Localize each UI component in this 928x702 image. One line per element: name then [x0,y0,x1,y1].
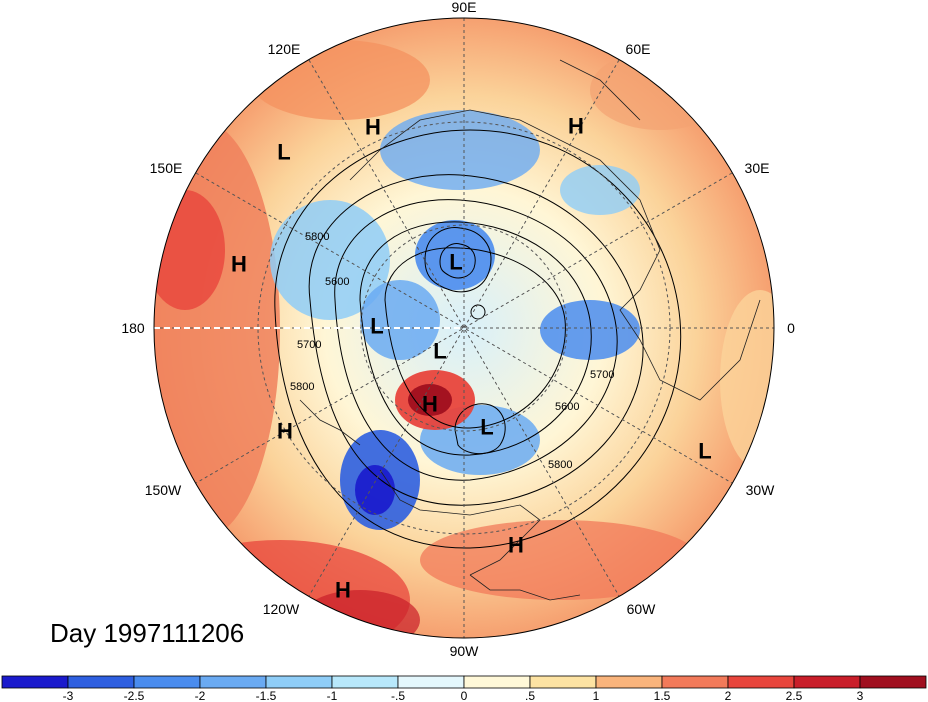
colorbar-tick-label: .5 [525,689,535,702]
colorbar-box [265,675,333,689]
lon-label: 90E [452,0,477,15]
colorbar-box [793,675,861,689]
contour-label: 5700 [590,369,614,381]
colorbar-box [727,675,795,689]
colorbar-tick-label: 2.5 [786,689,803,702]
colorbar-tick-label: -1 [327,689,338,702]
colorbar-box [1,675,69,689]
colorbar-box [397,675,465,689]
colorbar-tick-label: -3 [63,689,74,702]
lon-label: 120W [263,601,300,617]
colorbar-ticks: -3 -2.5 -2 -1.5 -1 -.5 0 .5 1 1.5 2 2.5 3 [63,689,864,702]
colorbar-tick-label: -2 [195,689,206,702]
map-border [153,17,775,639]
colorbar-boxes [1,675,927,689]
contour-label: 5800 [290,381,314,393]
contour-label: 5600 [325,276,349,288]
low-pressure-marker: L [433,339,446,364]
low-pressure-marker: L [449,250,462,275]
lon-label: 120E [268,41,301,57]
high-pressure-marker: H [365,115,381,140]
colorbar-tick-label: 1 [593,689,600,702]
lon-label: 30W [746,482,776,498]
colorbar-tick-label: 3 [857,689,864,702]
colorbar-tick-label: -1.5 [256,689,277,702]
colorbar-tick-label: 1.5 [654,689,671,702]
low-pressure-marker: L [480,415,493,440]
high-pressure-marker: H [231,252,247,277]
colorbar-box [199,675,267,689]
colorbar-box [529,675,597,689]
colorbar-tick-label: -2.5 [124,689,145,702]
high-pressure-marker: H [508,533,524,558]
lon-label: 60W [627,601,657,617]
high-pressure-marker: H [422,392,438,417]
colorbar-box [661,675,729,689]
lon-label: 150E [150,160,183,176]
lon-label: 60E [626,41,651,57]
colorbar-box [463,675,531,689]
colorbar-tick-label: 0 [461,689,468,702]
colorbar-tick-label: -.5 [391,689,405,702]
colorbar-tick-label: 2 [725,689,732,702]
lon-label: 180 [121,320,145,336]
colorbar-box [595,675,663,689]
lon-label: 90W [450,643,480,659]
colorbar-box [67,675,135,689]
contour-label: 5600 [555,401,579,413]
high-pressure-marker: H [277,419,293,444]
low-pressure-marker: L [698,439,711,464]
lon-label: 30E [745,160,770,176]
polar-map: 5800 5600 5700 5800 5700 5600 5800 90E 6… [121,0,795,659]
contour-label: 5800 [305,231,329,243]
colorbar-box [331,675,399,689]
contour-label: 5800 [548,459,572,471]
map-title: Day 1997111206 [50,618,245,648]
high-pressure-marker: H [335,578,351,603]
coastlines [299,59,761,601]
low-pressure-marker: L [370,314,383,339]
colorbar-box [133,675,201,689]
colorbar: -3 -2.5 -2 -1.5 -1 -.5 0 .5 1 1.5 2 2.5 3 [1,675,927,702]
lon-label: 0 [787,320,795,336]
low-pressure-marker: L [277,140,290,165]
colorbar-box [859,675,927,689]
anomaly-field [154,18,774,638]
contour-label: 5700 [297,339,321,351]
lon-label: 150W [145,482,182,498]
high-pressure-marker: H [568,114,584,139]
